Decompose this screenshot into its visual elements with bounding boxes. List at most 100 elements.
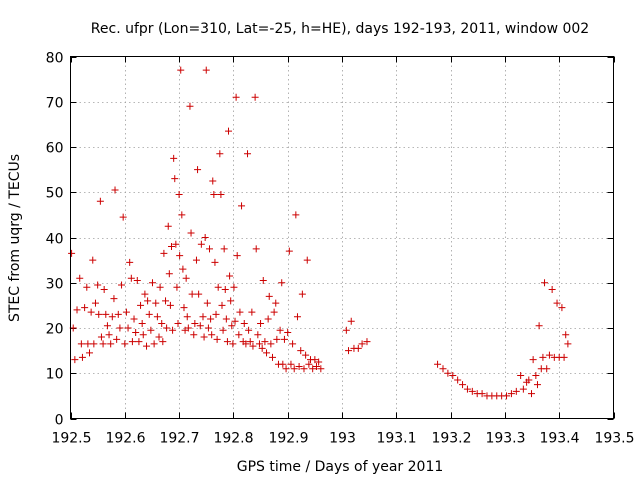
y-tick-label: 80 (46, 51, 64, 67)
data-point (138, 319, 146, 327)
data-point (238, 202, 246, 210)
data-point (236, 308, 244, 316)
data-point (535, 322, 543, 330)
data-point (463, 385, 471, 393)
x-axis-label: GPS time / Days of year 2011 (237, 459, 444, 475)
data-point (478, 390, 486, 398)
data-point (317, 365, 325, 373)
data-point (562, 331, 570, 339)
data-point (216, 150, 224, 158)
data-point (503, 392, 511, 400)
data-point (162, 297, 170, 305)
data-point (116, 324, 124, 332)
data-point (105, 331, 113, 339)
y-tick-label: 0 (55, 413, 64, 429)
data-point (96, 197, 104, 205)
y-tick-label: 70 (46, 96, 64, 112)
data-point (175, 191, 183, 199)
data-point (201, 234, 209, 241)
data-point (81, 304, 89, 312)
data-point (309, 365, 317, 373)
data-point (184, 324, 192, 332)
data-point (118, 281, 126, 289)
data-point (187, 229, 195, 237)
data-point (178, 211, 186, 219)
data-point (127, 274, 135, 282)
data-point (202, 66, 210, 74)
data-point (345, 347, 353, 355)
chart-title: Rec. ufpr (Lon=310, Lat=-25, h=HE), days… (91, 21, 589, 37)
data-point (295, 362, 303, 370)
data-point (95, 310, 103, 318)
data-point (342, 326, 350, 334)
data-point (454, 376, 462, 384)
data-point (156, 283, 164, 291)
data-point (315, 358, 323, 366)
x-tick-label: 192.8 (213, 431, 253, 447)
data-point (211, 258, 219, 266)
data-point (99, 340, 107, 348)
data-point (468, 387, 476, 395)
data-point (221, 286, 229, 294)
y-tick-label: 50 (46, 186, 64, 202)
data-point (232, 93, 240, 101)
data-point (543, 365, 551, 373)
y-tick-label: 10 (46, 367, 64, 383)
data-point (533, 381, 541, 389)
data-point (71, 356, 79, 364)
data-point (212, 310, 220, 318)
data-point (158, 319, 166, 327)
data-point (166, 301, 174, 309)
y-tick-label: 30 (46, 277, 64, 293)
data-point (160, 249, 168, 257)
data-point (347, 317, 355, 325)
data-point (89, 256, 97, 264)
data-point (227, 297, 235, 305)
x-tick-label: 193.1 (376, 431, 416, 447)
data-point (279, 360, 287, 368)
data-point (147, 326, 155, 334)
data-point (548, 286, 556, 294)
data-point (87, 308, 95, 316)
data-point (218, 301, 226, 309)
data-point (186, 102, 194, 110)
data-point (176, 252, 184, 260)
data-point (265, 292, 273, 300)
data-point (273, 335, 281, 343)
data-point (107, 340, 115, 348)
data-point (124, 324, 132, 332)
data-point (86, 349, 94, 357)
data-point (363, 338, 371, 346)
data-point (258, 344, 266, 352)
data-point (280, 335, 288, 343)
data-point (188, 290, 196, 298)
data-point (102, 310, 110, 318)
x-tick-label: 193.2 (431, 431, 471, 447)
data-point (220, 245, 228, 253)
data-point (183, 313, 191, 321)
data-point (558, 304, 566, 312)
data-point (222, 315, 230, 323)
data-point (287, 360, 295, 368)
data-point (159, 338, 167, 346)
data-point (165, 270, 173, 278)
data-point (564, 340, 572, 348)
data-point (278, 279, 286, 287)
data-point (517, 372, 525, 380)
data-point (532, 372, 540, 380)
data-point (302, 351, 310, 359)
data-point (192, 256, 200, 264)
data-point (110, 295, 118, 303)
data-point (228, 322, 236, 330)
data-point (169, 326, 177, 334)
data-point (163, 324, 171, 332)
data-point (231, 317, 239, 325)
data-point (217, 191, 225, 199)
data-point (252, 245, 260, 253)
data-point (94, 281, 102, 289)
data-point (68, 249, 76, 257)
data-point (155, 333, 163, 341)
data-point (300, 365, 308, 373)
data-point (289, 340, 297, 348)
data-point (208, 331, 216, 339)
